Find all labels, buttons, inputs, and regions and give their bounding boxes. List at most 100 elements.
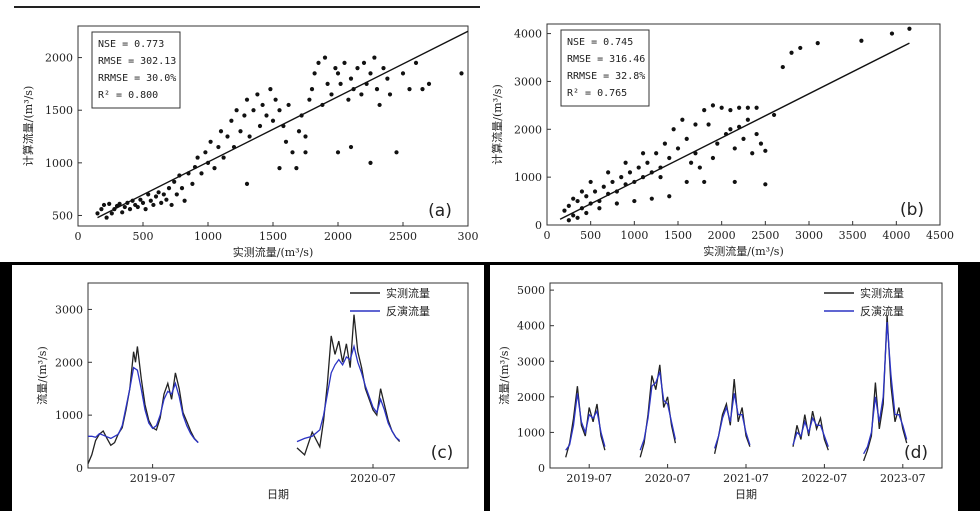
data-point	[182, 198, 187, 203]
data-point	[244, 97, 250, 102]
data-point	[179, 186, 185, 191]
panel-label: (a)	[428, 201, 452, 221]
stat-line: R² = 0.765	[567, 88, 627, 99]
series-line	[792, 416, 829, 447]
y-tick-label: 2000	[45, 52, 73, 65]
frame-top	[0, 262, 980, 265]
x-tick-label: 1500	[664, 229, 692, 242]
y-axis-label: 流量/(m³/s)	[497, 346, 511, 404]
x-tick-label: 1000	[194, 230, 222, 243]
plot-frame	[87, 282, 469, 469]
data-point	[640, 151, 646, 156]
data-point	[161, 192, 166, 197]
data-point	[190, 181, 195, 186]
data-point	[907, 26, 912, 31]
data-point	[335, 150, 341, 155]
fit-line	[559, 42, 910, 220]
data-point	[566, 218, 571, 223]
data-point	[702, 108, 707, 113]
data-point	[675, 146, 681, 151]
data-point	[338, 81, 343, 86]
data-point	[140, 200, 146, 205]
data-point	[359, 92, 364, 97]
data-point	[737, 105, 742, 110]
x-tick-label: 2500	[751, 229, 779, 242]
data-point	[203, 150, 208, 155]
data-point	[719, 105, 724, 110]
data-point	[322, 55, 328, 60]
data-point	[667, 155, 672, 161]
data-point	[426, 81, 432, 86]
data-point	[575, 198, 580, 204]
data-point	[169, 202, 174, 208]
data-point	[606, 170, 611, 175]
data-point	[255, 92, 260, 97]
data-point	[728, 108, 733, 113]
data-point	[889, 31, 895, 36]
data-point	[645, 160, 650, 165]
data-point	[104, 215, 109, 220]
data-point	[623, 160, 628, 165]
x-tick-label: 2023-07	[880, 472, 926, 485]
data-point	[671, 127, 676, 132]
data-point	[99, 207, 104, 212]
data-point	[286, 102, 291, 108]
x-axis-label: 日期	[735, 488, 757, 501]
data-point	[107, 201, 112, 206]
data-point	[697, 165, 702, 170]
x-tick-label: 2000	[708, 229, 736, 242]
x-tick-label: 500	[580, 229, 601, 242]
data-point	[566, 203, 571, 208]
data-point	[95, 211, 100, 216]
panel-label: (b)	[900, 200, 924, 220]
stat-line: NSE = 0.773	[98, 39, 164, 50]
data-point	[732, 179, 737, 185]
series-line	[863, 322, 908, 455]
y-tick-label: 1500	[45, 104, 73, 117]
stats-box	[91, 31, 181, 109]
data-point	[348, 144, 354, 150]
data-point	[610, 179, 615, 185]
data-point	[355, 66, 360, 71]
x-tick-label: 4000	[882, 229, 910, 242]
data-point	[335, 71, 341, 76]
legend-label: 反演流量	[386, 304, 430, 318]
data-point	[346, 97, 351, 102]
data-point	[789, 50, 794, 55]
data-point	[372, 55, 377, 60]
legend-label: 实测流量	[860, 286, 904, 300]
data-point	[135, 204, 140, 210]
legend-label: 反演流量	[860, 304, 904, 318]
fit-line	[97, 30, 469, 219]
x-tick-label: 300	[458, 230, 479, 243]
series-line	[88, 366, 199, 444]
data-point	[597, 206, 602, 211]
x-tick-label: 2000	[324, 230, 352, 243]
data-point	[257, 123, 263, 129]
y-tick-label: 1000	[517, 426, 545, 439]
data-point	[374, 87, 380, 92]
data-point	[385, 76, 390, 81]
x-tick-label: 2020-07	[645, 472, 691, 485]
data-point	[270, 118, 276, 123]
data-point	[732, 146, 737, 151]
data-point	[745, 105, 750, 110]
data-point	[303, 150, 308, 155]
stat-line: R² = 0.800	[98, 90, 158, 101]
y-tick-label: 3000	[55, 303, 83, 316]
data-point	[208, 139, 213, 144]
data-point	[303, 134, 308, 139]
data-point	[636, 165, 641, 170]
series-line	[296, 343, 401, 443]
top-rule	[14, 6, 480, 8]
data-point	[575, 215, 580, 220]
data-point	[710, 103, 716, 108]
x-axis-label: 日期	[267, 488, 289, 501]
data-point	[290, 150, 295, 155]
x-tick-label: 0	[75, 230, 82, 243]
data-point	[728, 127, 733, 132]
x-tick-label: 2020-07	[350, 472, 396, 485]
frame-right	[958, 262, 980, 511]
data-point	[815, 41, 820, 46]
panel-label: (d)	[904, 443, 928, 463]
